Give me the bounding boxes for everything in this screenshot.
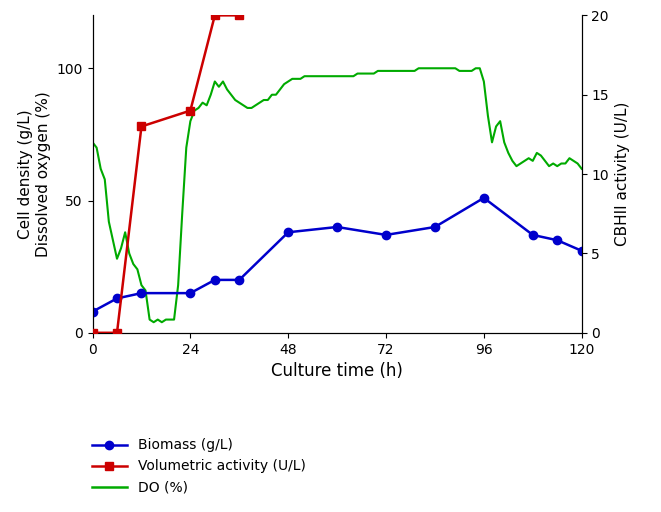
Biomass (g/L) <box>333 224 341 230</box>
Biomass (g/L) <box>553 237 561 243</box>
DO (%) <box>414 65 422 71</box>
DO (%) <box>301 73 309 79</box>
DO (%) <box>207 92 215 98</box>
DO (%) <box>89 139 97 145</box>
Biomass (g/L) <box>578 248 586 254</box>
DO (%) <box>553 163 561 169</box>
Biomass (g/L) <box>235 277 243 283</box>
X-axis label: Culture time (h): Culture time (h) <box>271 362 403 380</box>
Biomass (g/L) <box>186 290 194 296</box>
Legend: Biomass (g/L), Volumetric activity (U/L), DO (%): Biomass (g/L), Volumetric activity (U/L)… <box>87 433 311 500</box>
Biomass (g/L) <box>431 224 439 230</box>
DO (%) <box>149 319 158 325</box>
Biomass (g/L) <box>529 232 537 238</box>
Biomass (g/L) <box>113 295 121 302</box>
Biomass (g/L) <box>211 277 219 283</box>
Biomass (g/L) <box>137 290 145 296</box>
Line: Biomass (g/L): Biomass (g/L) <box>89 194 586 316</box>
Biomass (g/L) <box>382 232 390 238</box>
DO (%) <box>399 68 407 74</box>
Y-axis label: Cell density (g/L)
Dissolved oxygen (%): Cell density (g/L) Dissolved oxygen (%) <box>19 91 51 257</box>
Biomass (g/L) <box>480 195 488 201</box>
DO (%) <box>427 65 435 71</box>
Line: DO (%): DO (%) <box>93 68 582 322</box>
DO (%) <box>578 166 586 172</box>
DO (%) <box>137 282 145 288</box>
Y-axis label: CBHII activity (U/L): CBHII activity (U/L) <box>615 102 629 246</box>
Biomass (g/L) <box>284 229 292 236</box>
Biomass (g/L) <box>89 309 97 315</box>
